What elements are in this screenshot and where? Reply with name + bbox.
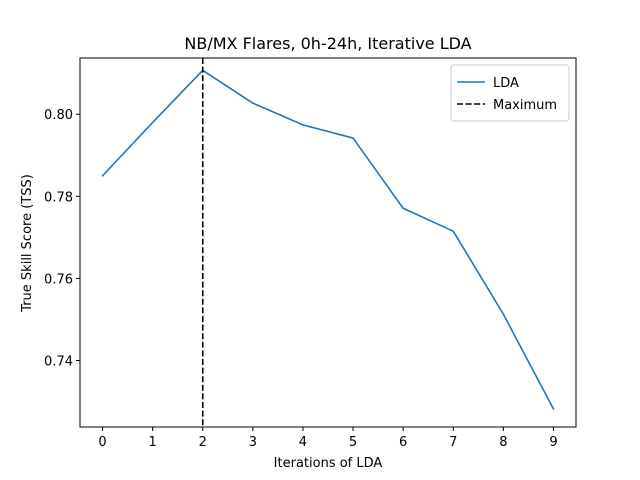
axes-frame <box>79 57 577 428</box>
legend-label-maximum: Maximum <box>493 98 557 113</box>
y-tick-label: 0.74 <box>44 355 73 370</box>
x-tick-label: 4 <box>299 435 307 450</box>
x-tick-label: 2 <box>199 435 207 450</box>
y-tick-label: 0.76 <box>44 272 73 287</box>
x-tick-label: 0 <box>98 435 106 450</box>
series-line-lda <box>101 69 555 411</box>
y-axis-label: True Skill Score (TSS) <box>20 174 35 313</box>
x-tick-label: 6 <box>399 435 407 450</box>
x-tick-label: 7 <box>449 435 457 450</box>
legend: LDA Maximum <box>450 64 570 122</box>
x-tick-label: 5 <box>349 435 357 450</box>
plot-area <box>101 58 555 427</box>
x-axis-label: Iterations of LDA <box>274 456 383 471</box>
legend-box <box>450 64 570 122</box>
chart-title: NB/MX Flares, 0h-24h, Iterative LDA <box>184 34 471 53</box>
x-tick-label: 9 <box>549 435 557 450</box>
y-axis: 0.74 0.76 0.78 0.80 <box>44 108 80 370</box>
y-tick-label: 0.80 <box>44 108 73 123</box>
x-tick-label: 8 <box>499 435 507 450</box>
y-tick-label: 0.78 <box>44 190 73 205</box>
legend-label-lda: LDA <box>493 76 519 91</box>
x-tick-label: 1 <box>149 435 157 450</box>
x-axis: 0 1 2 3 4 5 6 7 8 9 <box>98 427 558 450</box>
x-tick-label: 3 <box>249 435 257 450</box>
